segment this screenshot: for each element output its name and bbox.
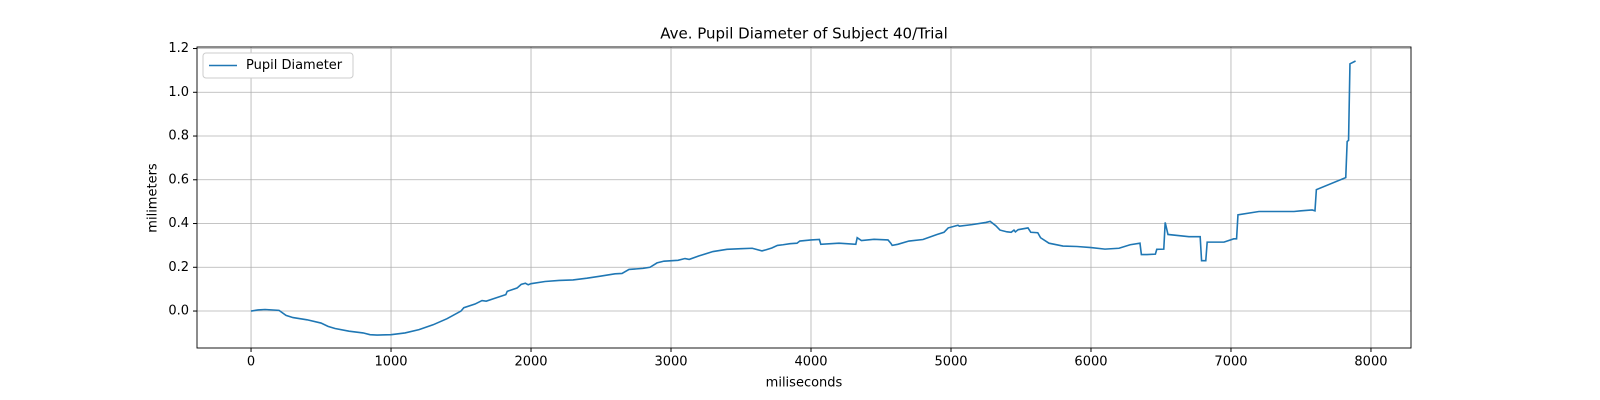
y-tick-label: 0.0 (168, 304, 189, 319)
y-tick-label: 1.2 (168, 41, 189, 56)
chart-title: Ave. Pupil Diameter of Subject 40/Trial (660, 25, 948, 43)
legend-box (202, 52, 354, 79)
y-tick-label: 1.0 (168, 85, 189, 100)
x-tick-label: 5000 (934, 355, 967, 370)
y-tick-label: 0.4 (168, 216, 189, 231)
plot-frame (196, 46, 1412, 349)
x-tick-label: 2000 (514, 355, 547, 370)
legend-label: Pupil Diameter (246, 58, 343, 73)
x-tick-label: 7000 (1214, 355, 1247, 370)
x-tick-label: 1000 (374, 355, 407, 370)
x-tick-label: 6000 (1074, 355, 1107, 370)
x-tick-label: 0 (247, 355, 255, 370)
x-tick-label: 8000 (1354, 355, 1387, 370)
y-tick-label: 0.8 (168, 129, 189, 144)
x-axis-label: miliseconds (766, 376, 843, 391)
x-tick-label: 3000 (654, 355, 687, 370)
y-tick-label: 0.6 (168, 172, 189, 187)
x-tick-label: 4000 (794, 355, 827, 370)
y-axis-label: milimeters (146, 163, 161, 233)
line-series (250, 60, 1356, 336)
y-tick-label: 0.2 (168, 260, 189, 275)
